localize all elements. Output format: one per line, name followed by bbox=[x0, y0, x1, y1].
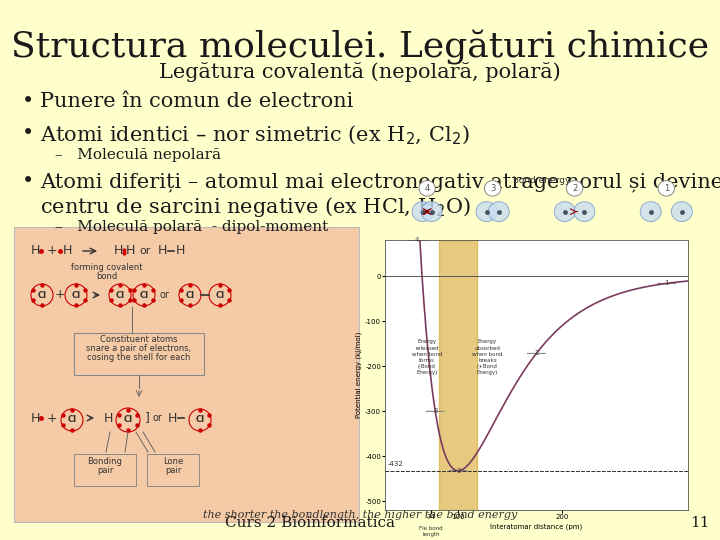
Text: Cl: Cl bbox=[195, 415, 204, 424]
Text: H: H bbox=[30, 245, 40, 258]
Text: bond: bond bbox=[96, 272, 117, 281]
Text: Structura moleculei. Legături chimice: Structura moleculei. Legături chimice bbox=[11, 30, 709, 65]
Circle shape bbox=[419, 180, 436, 196]
Text: cosing the shell for each: cosing the shell for each bbox=[87, 353, 191, 362]
Text: H: H bbox=[167, 411, 176, 424]
Text: Energy
released
when bond
forms
(-Bond
Energy): Energy released when bond forms (-Bond E… bbox=[412, 339, 442, 375]
Text: Lone: Lone bbox=[163, 457, 183, 466]
Text: pair: pair bbox=[96, 466, 113, 475]
Text: forming covalent: forming covalent bbox=[71, 263, 143, 272]
Text: –   Moleculă polară  - dipol-moment: – Moleculă polară - dipol-moment bbox=[55, 220, 328, 234]
Text: Atomi diferiți – atomul mai electronegativ atrage norul și devine: Atomi diferiți – atomul mai electronegat… bbox=[40, 172, 720, 192]
Text: 1: 1 bbox=[665, 280, 669, 286]
Text: H: H bbox=[175, 245, 185, 258]
Circle shape bbox=[65, 284, 87, 306]
Circle shape bbox=[476, 201, 497, 221]
Circle shape bbox=[412, 201, 433, 221]
Text: 4: 4 bbox=[425, 184, 430, 193]
Text: snare a pair of electrons,: snare a pair of electrons, bbox=[86, 344, 192, 353]
FancyBboxPatch shape bbox=[14, 227, 359, 522]
Text: +: + bbox=[47, 411, 58, 424]
Text: Cl: Cl bbox=[71, 291, 81, 300]
Text: the shorter the bondlength, the higher the bond energy: the shorter the bondlength, the higher t… bbox=[203, 510, 517, 520]
Text: or: or bbox=[152, 413, 162, 423]
Y-axis label: Potential energy (kJ/mol): Potential energy (kJ/mol) bbox=[356, 332, 362, 419]
Circle shape bbox=[209, 284, 231, 306]
Text: Curs 2 Bioinformatica: Curs 2 Bioinformatica bbox=[225, 516, 395, 530]
Circle shape bbox=[133, 284, 155, 306]
Text: Fle bond
Iength: Fle bond Iength bbox=[419, 526, 443, 537]
Text: 2: 2 bbox=[433, 408, 438, 414]
Text: 11: 11 bbox=[690, 516, 710, 530]
Circle shape bbox=[488, 201, 509, 221]
Circle shape bbox=[640, 201, 661, 221]
Text: 3: 3 bbox=[490, 184, 495, 193]
Text: pair: pair bbox=[165, 466, 181, 475]
Circle shape bbox=[61, 409, 83, 431]
Text: Cl: Cl bbox=[123, 415, 132, 424]
Text: 3: 3 bbox=[456, 468, 461, 474]
FancyBboxPatch shape bbox=[74, 333, 204, 375]
Circle shape bbox=[189, 409, 211, 431]
Text: Cl: Cl bbox=[37, 291, 47, 300]
Text: Constituent atoms: Constituent atoms bbox=[100, 335, 178, 344]
Text: –   Moleculă nepolară: – Moleculă nepolară bbox=[55, 148, 221, 162]
Text: Cl: Cl bbox=[140, 291, 148, 300]
Text: or: or bbox=[139, 246, 150, 256]
Text: Cl: Cl bbox=[115, 291, 125, 300]
X-axis label: Interatomar distance (pm): Interatomar distance (pm) bbox=[490, 523, 582, 530]
Text: H: H bbox=[30, 411, 40, 424]
FancyBboxPatch shape bbox=[74, 454, 136, 486]
Circle shape bbox=[116, 408, 140, 432]
Text: ]: ] bbox=[145, 411, 150, 424]
Text: •: • bbox=[22, 172, 35, 191]
Text: Atomi identici – nor simetric (ex H$_2$, Cl$_2$): Atomi identici – nor simetric (ex H$_2$,… bbox=[40, 124, 469, 147]
Text: +: + bbox=[47, 245, 58, 258]
Text: H: H bbox=[103, 411, 113, 424]
Text: H: H bbox=[63, 245, 72, 258]
Circle shape bbox=[109, 284, 131, 306]
Circle shape bbox=[485, 180, 501, 196]
Text: +: + bbox=[55, 288, 66, 301]
Text: Punere în comun de electroni: Punere în comun de electroni bbox=[40, 92, 354, 111]
Text: Cl: Cl bbox=[68, 415, 76, 424]
Text: bond energy: bond energy bbox=[513, 176, 570, 185]
Text: 1: 1 bbox=[664, 184, 669, 193]
Text: •: • bbox=[22, 92, 35, 111]
Circle shape bbox=[554, 201, 575, 221]
FancyBboxPatch shape bbox=[147, 454, 199, 486]
Circle shape bbox=[179, 284, 201, 306]
Circle shape bbox=[671, 201, 693, 221]
Text: H: H bbox=[125, 245, 135, 258]
Text: H: H bbox=[157, 245, 167, 258]
Text: 2: 2 bbox=[534, 350, 539, 356]
Text: centru de sarcini negative (ex HCl, H$_2$O): centru de sarcini negative (ex HCl, H$_2… bbox=[40, 195, 471, 219]
Circle shape bbox=[421, 201, 442, 221]
Text: Cl: Cl bbox=[186, 291, 194, 300]
Text: Energy
absorbed
when bond
breaks
(+Bond
Energy): Energy absorbed when bond breaks (+Bond … bbox=[472, 339, 503, 375]
Circle shape bbox=[31, 284, 53, 306]
Text: 2: 2 bbox=[572, 184, 577, 193]
Text: or: or bbox=[159, 290, 169, 300]
Text: -432: -432 bbox=[387, 461, 403, 467]
Bar bbox=[439, 240, 477, 510]
Text: Legătura covalentă (nepolară, polară): Legătura covalentă (nepolară, polară) bbox=[159, 62, 561, 82]
Circle shape bbox=[658, 180, 675, 196]
Text: H: H bbox=[113, 245, 122, 258]
Circle shape bbox=[567, 180, 582, 196]
Text: Cl: Cl bbox=[215, 291, 225, 300]
Text: •: • bbox=[22, 124, 35, 143]
Text: Bonding: Bonding bbox=[88, 457, 122, 466]
Circle shape bbox=[574, 201, 595, 221]
Text: 4: 4 bbox=[414, 237, 418, 244]
